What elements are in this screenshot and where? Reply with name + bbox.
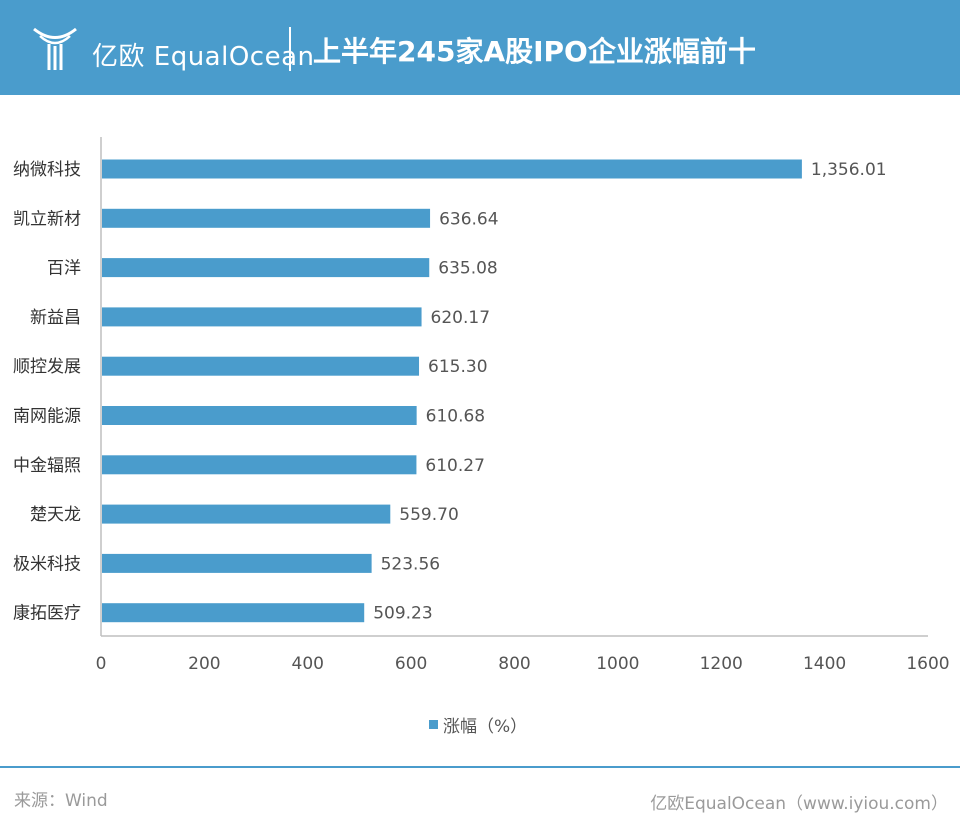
category-label: 南网能源 xyxy=(13,407,81,427)
value-label: 636.64 xyxy=(439,209,498,229)
value-label: 635.08 xyxy=(438,259,497,279)
bar xyxy=(102,307,422,327)
header-divider xyxy=(289,27,291,71)
legend: 涨幅（%） xyxy=(429,714,528,737)
category-label: 中金辐照 xyxy=(13,456,81,476)
footer-divider xyxy=(0,766,960,768)
bar xyxy=(102,603,365,623)
x-tick-label: 1400 xyxy=(803,654,846,674)
x-tick-label: 1000 xyxy=(596,654,639,674)
credit-note: 亿欧EqualOcean（www.iyiou.com） xyxy=(650,794,948,814)
category-label: 百洋 xyxy=(47,259,81,279)
category-label: 纳微科技 xyxy=(13,160,81,180)
category-label: 新益昌 xyxy=(30,308,81,328)
category-label: 楚天龙 xyxy=(30,505,81,525)
x-tick-label: 1200 xyxy=(700,654,743,674)
bar xyxy=(102,406,417,425)
value-label: 509.23 xyxy=(373,604,432,624)
bar-chart: 0 200 400 600 800 1000 1200 1400 1600 纳微科技 1,356.0… xyxy=(13,137,950,674)
category-label: 极米科技 xyxy=(13,554,81,574)
brand-name: 亿欧 EqualOcean xyxy=(92,42,315,72)
category-label: 康拓医疗 xyxy=(13,604,81,624)
category-label: 凯立新材 xyxy=(13,209,81,229)
bar xyxy=(102,553,372,573)
value-label: 1,356.01 xyxy=(811,160,887,180)
bar xyxy=(102,208,431,228)
source-note: 来源：Wind xyxy=(14,791,108,811)
x-tick-label: 200 xyxy=(188,654,220,674)
equalocean-logo-icon xyxy=(33,27,77,70)
value-label: 523.56 xyxy=(381,554,440,574)
value-label: 610.68 xyxy=(426,407,485,427)
header-banner: 亿欧 EqualOcean 上半年245家A股IPO企业涨幅前十 xyxy=(0,0,960,95)
x-tick-label: 1600 xyxy=(906,654,949,674)
x-tick-label: 400 xyxy=(292,654,324,674)
bar xyxy=(102,455,417,475)
legend-swatch xyxy=(429,719,438,729)
x-tick-label: 600 xyxy=(395,654,427,674)
value-label: 620.17 xyxy=(431,308,490,328)
x-tick-label: 0 xyxy=(96,654,107,674)
bar xyxy=(102,159,802,179)
value-label: 610.27 xyxy=(425,456,484,476)
x-tick-label: 800 xyxy=(498,654,530,674)
value-label: 559.70 xyxy=(399,505,458,525)
bar xyxy=(102,504,391,524)
value-label: 615.30 xyxy=(428,357,487,377)
bar xyxy=(102,258,430,278)
bar xyxy=(102,356,420,376)
chart-title: 上半年245家A股IPO企业涨幅前十 xyxy=(313,35,756,68)
category-label: 顺控发展 xyxy=(13,357,81,377)
legend-label: 涨幅（%） xyxy=(443,716,528,737)
